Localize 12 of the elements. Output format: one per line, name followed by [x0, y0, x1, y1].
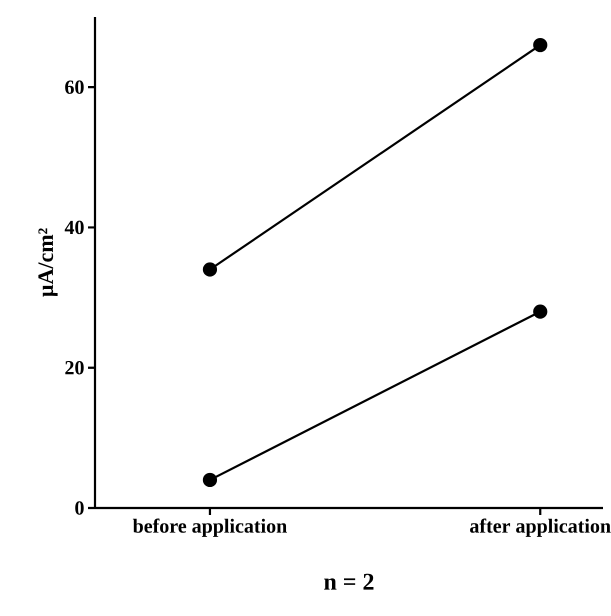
point	[202, 262, 218, 277]
point	[533, 304, 548, 319]
point	[202, 472, 218, 488]
y-tick-label: 20	[65, 360, 84, 374]
x-axis-title: n = 2	[324, 574, 374, 590]
x-tick-label: after application	[470, 518, 611, 537]
point	[533, 38, 548, 52]
x-tick-label: before application	[132, 518, 287, 537]
y-tick-label: 40	[64, 220, 84, 234]
y-axis-title: µA/cm²	[38, 228, 58, 297]
y-tick-label: 0	[75, 501, 84, 515]
y-tick-label: 60	[65, 80, 84, 94]
